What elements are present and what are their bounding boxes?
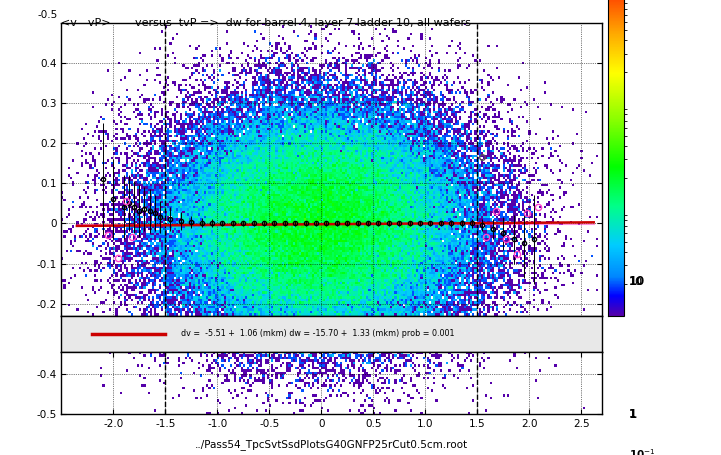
- Text: 10: 10: [629, 277, 642, 287]
- Text: 1: 1: [629, 409, 636, 419]
- Text: 10$^{-1}$: 10$^{-1}$: [629, 447, 655, 455]
- Text: dv =  -5.51 +  1.06 (mkm) dw = -15.70 +  1.33 (mkm) prob = 0.001: dv = -5.51 + 1.06 (mkm) dw = -15.70 + 1.…: [181, 329, 454, 338]
- Text: 10: 10: [629, 275, 645, 288]
- Text: -0.5: -0.5: [37, 10, 58, 20]
- Text: 1: 1: [629, 408, 637, 420]
- Text: <v - vP>       versus  tvP =>  dw for barrel 4, layer 7 ladder 10, all wafers: <v - vP> versus tvP => dw for barrel 4, …: [61, 18, 471, 28]
- Text: ../Pass54_TpcSvtSsdPlotsG40GNFP25rCut0.5cm.root: ../Pass54_TpcSvtSsdPlotsG40GNFP25rCut0.5…: [195, 440, 468, 450]
